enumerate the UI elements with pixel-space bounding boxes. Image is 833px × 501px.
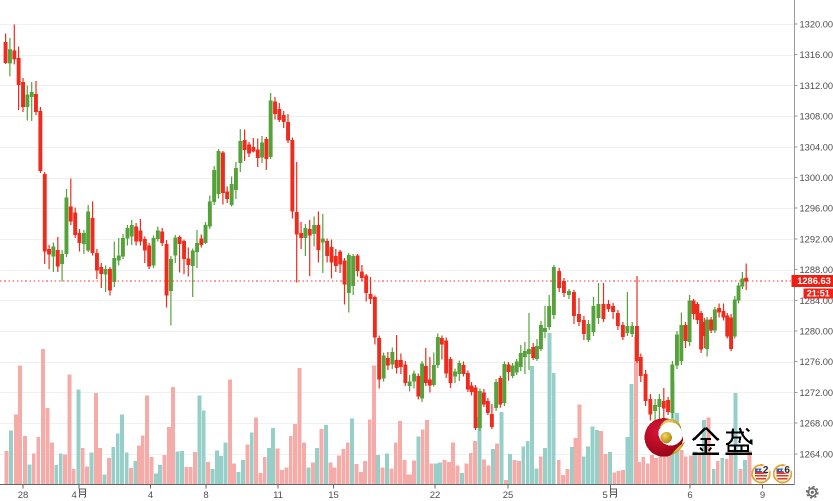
svg-text:4: 4 [72, 490, 77, 501]
svg-text:1284.00: 1284.00 [800, 296, 833, 306]
svg-text:4: 4 [148, 490, 153, 501]
svg-text:22: 22 [430, 490, 441, 501]
svg-text:8: 8 [203, 490, 208, 501]
svg-text:6: 6 [784, 465, 790, 476]
svg-text:1268.00: 1268.00 [800, 419, 833, 429]
svg-text:2: 2 [763, 465, 769, 476]
svg-text:1288.00: 1288.00 [800, 265, 833, 275]
svg-text:1280.00: 1280.00 [800, 327, 833, 337]
svg-text:5: 5 [603, 490, 608, 501]
svg-text:1316.00: 1316.00 [800, 50, 833, 60]
svg-text:1292.00: 1292.00 [800, 234, 833, 244]
svg-text:25: 25 [503, 490, 514, 501]
svg-text:1312.00: 1312.00 [800, 81, 833, 91]
svg-text:6: 6 [687, 490, 692, 501]
svg-text:1304.00: 1304.00 [800, 142, 833, 152]
svg-text:1272.00: 1272.00 [800, 388, 833, 398]
svg-text:28: 28 [18, 490, 29, 501]
svg-text:1264.00: 1264.00 [800, 449, 833, 459]
svg-text:1296.00: 1296.00 [800, 204, 833, 214]
svg-text:1300.00: 1300.00 [800, 173, 833, 183]
svg-text:1286.63: 1286.63 [797, 276, 831, 286]
svg-text:11: 11 [273, 490, 283, 501]
svg-text:1320.00: 1320.00 [800, 20, 833, 30]
svg-text:1276.00: 1276.00 [800, 357, 833, 367]
svg-text:21:51: 21:51 [807, 289, 830, 299]
svg-text:1308.00: 1308.00 [800, 112, 833, 122]
svg-text:9: 9 [760, 490, 765, 501]
svg-text:15: 15 [328, 490, 339, 501]
